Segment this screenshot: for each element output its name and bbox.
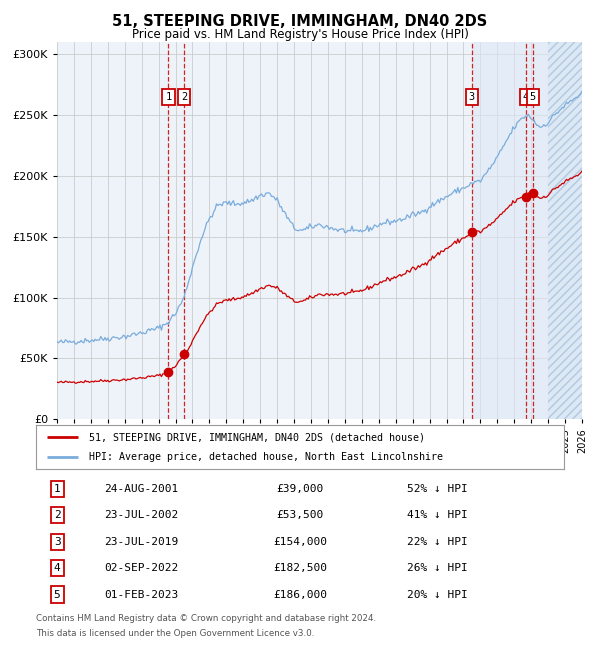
Text: 5: 5 (54, 590, 61, 599)
Text: 4: 4 (523, 92, 529, 102)
Text: 2: 2 (54, 510, 61, 521)
Text: 52% ↓ HPI: 52% ↓ HPI (407, 484, 467, 494)
Text: 02-SEP-2022: 02-SEP-2022 (104, 563, 179, 573)
Text: 51, STEEPING DRIVE, IMMINGHAM, DN40 2DS: 51, STEEPING DRIVE, IMMINGHAM, DN40 2DS (112, 14, 488, 29)
Text: £182,500: £182,500 (273, 563, 327, 573)
Text: 1: 1 (54, 484, 61, 494)
Text: £186,000: £186,000 (273, 590, 327, 599)
Text: 24-AUG-2001: 24-AUG-2001 (104, 484, 179, 494)
Text: 22% ↓ HPI: 22% ↓ HPI (407, 537, 467, 547)
Text: 3: 3 (469, 92, 475, 102)
Text: 23-JUL-2019: 23-JUL-2019 (104, 537, 179, 547)
Text: 41% ↓ HPI: 41% ↓ HPI (407, 510, 467, 521)
Text: £39,000: £39,000 (277, 484, 323, 494)
Bar (548, 42, 582, 419)
Text: £53,500: £53,500 (277, 510, 323, 521)
Text: 01-FEB-2023: 01-FEB-2023 (104, 590, 179, 599)
Text: £154,000: £154,000 (273, 537, 327, 547)
Text: 26% ↓ HPI: 26% ↓ HPI (407, 563, 467, 573)
Text: 20% ↓ HPI: 20% ↓ HPI (407, 590, 467, 599)
Text: Contains HM Land Registry data © Crown copyright and database right 2024.: Contains HM Land Registry data © Crown c… (36, 614, 376, 623)
Text: 3: 3 (54, 537, 61, 547)
Text: 23-JUL-2002: 23-JUL-2002 (104, 510, 179, 521)
Text: 4: 4 (54, 563, 61, 573)
Text: 5: 5 (529, 92, 536, 102)
Bar (548, 42, 582, 419)
Bar (473, 42, 548, 419)
Text: 1: 1 (166, 92, 172, 102)
Text: HPI: Average price, detached house, North East Lincolnshire: HPI: Average price, detached house, Nort… (89, 452, 443, 462)
Text: 51, STEEPING DRIVE, IMMINGHAM, DN40 2DS (detached house): 51, STEEPING DRIVE, IMMINGHAM, DN40 2DS … (89, 432, 425, 442)
Text: This data is licensed under the Open Government Licence v3.0.: This data is licensed under the Open Gov… (36, 629, 314, 638)
Text: 2: 2 (181, 92, 187, 102)
Text: Price paid vs. HM Land Registry's House Price Index (HPI): Price paid vs. HM Land Registry's House … (131, 28, 469, 41)
